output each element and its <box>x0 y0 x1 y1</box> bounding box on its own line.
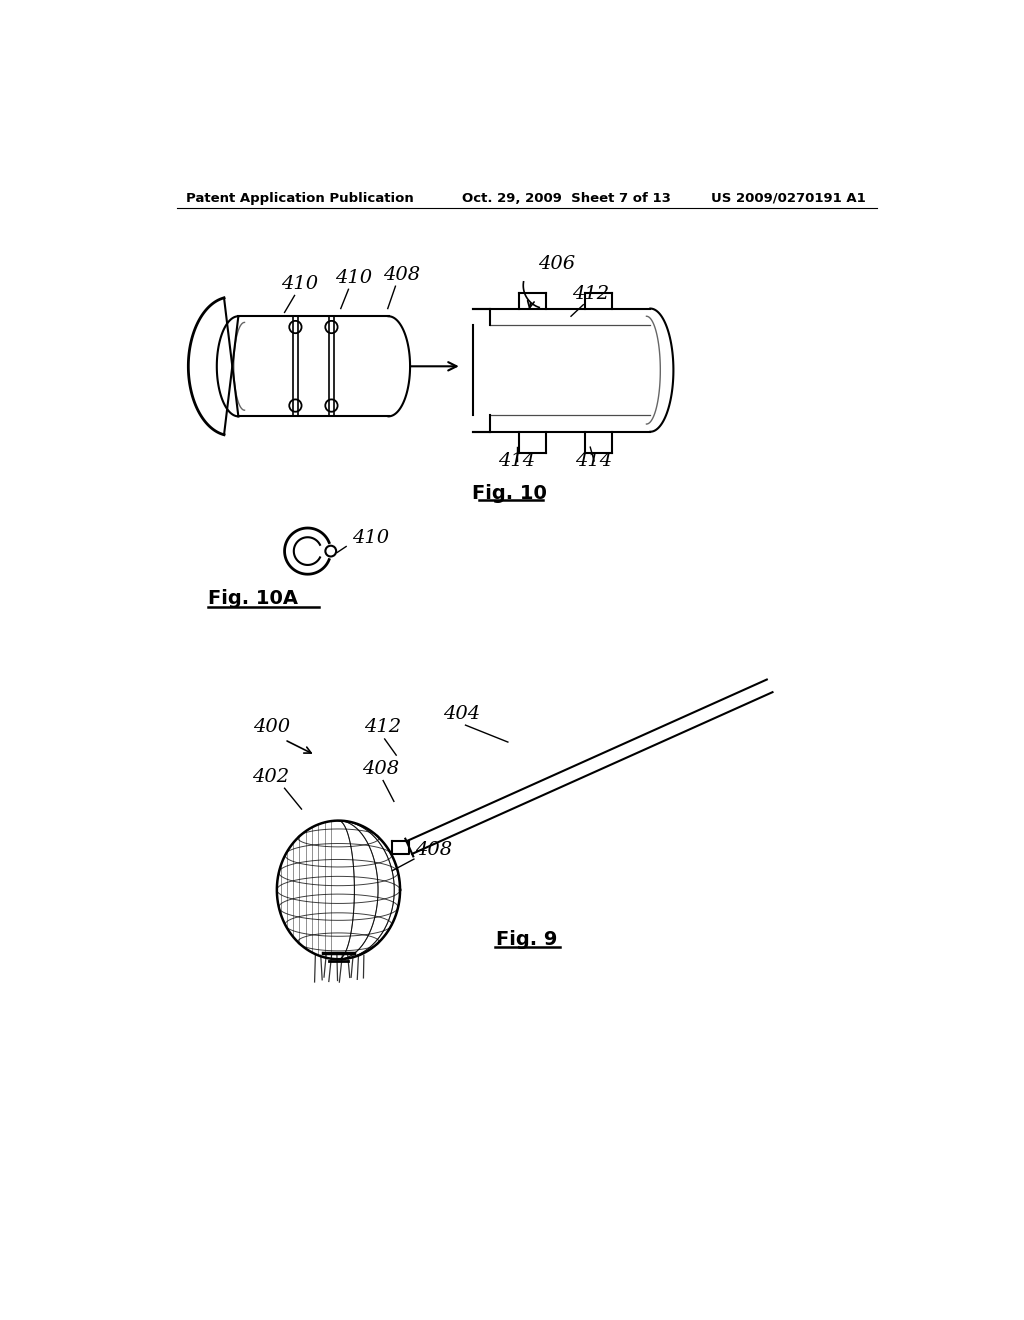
Text: 400: 400 <box>253 718 290 737</box>
Text: US 2009/0270191 A1: US 2009/0270191 A1 <box>711 191 866 205</box>
Text: 410: 410 <box>335 269 373 288</box>
Text: 406: 406 <box>538 255 574 272</box>
Text: 412: 412 <box>365 718 401 737</box>
Text: 408: 408 <box>416 841 453 859</box>
Text: Patent Application Publication: Patent Application Publication <box>186 191 414 205</box>
Text: 404: 404 <box>443 705 480 723</box>
Text: Fig. 9: Fig. 9 <box>497 931 558 949</box>
Text: 408: 408 <box>383 267 420 284</box>
Text: 410: 410 <box>352 529 389 548</box>
Text: 414: 414 <box>575 453 612 470</box>
Text: 408: 408 <box>362 760 399 779</box>
Text: Oct. 29, 2009  Sheet 7 of 13: Oct. 29, 2009 Sheet 7 of 13 <box>462 191 671 205</box>
Text: 414: 414 <box>499 453 536 470</box>
Text: 412: 412 <box>571 285 609 304</box>
Text: 402: 402 <box>252 768 289 787</box>
Text: Fig. 10A: Fig. 10A <box>208 589 298 609</box>
Text: 410: 410 <box>282 276 318 293</box>
Text: Fig. 10: Fig. 10 <box>472 484 547 503</box>
